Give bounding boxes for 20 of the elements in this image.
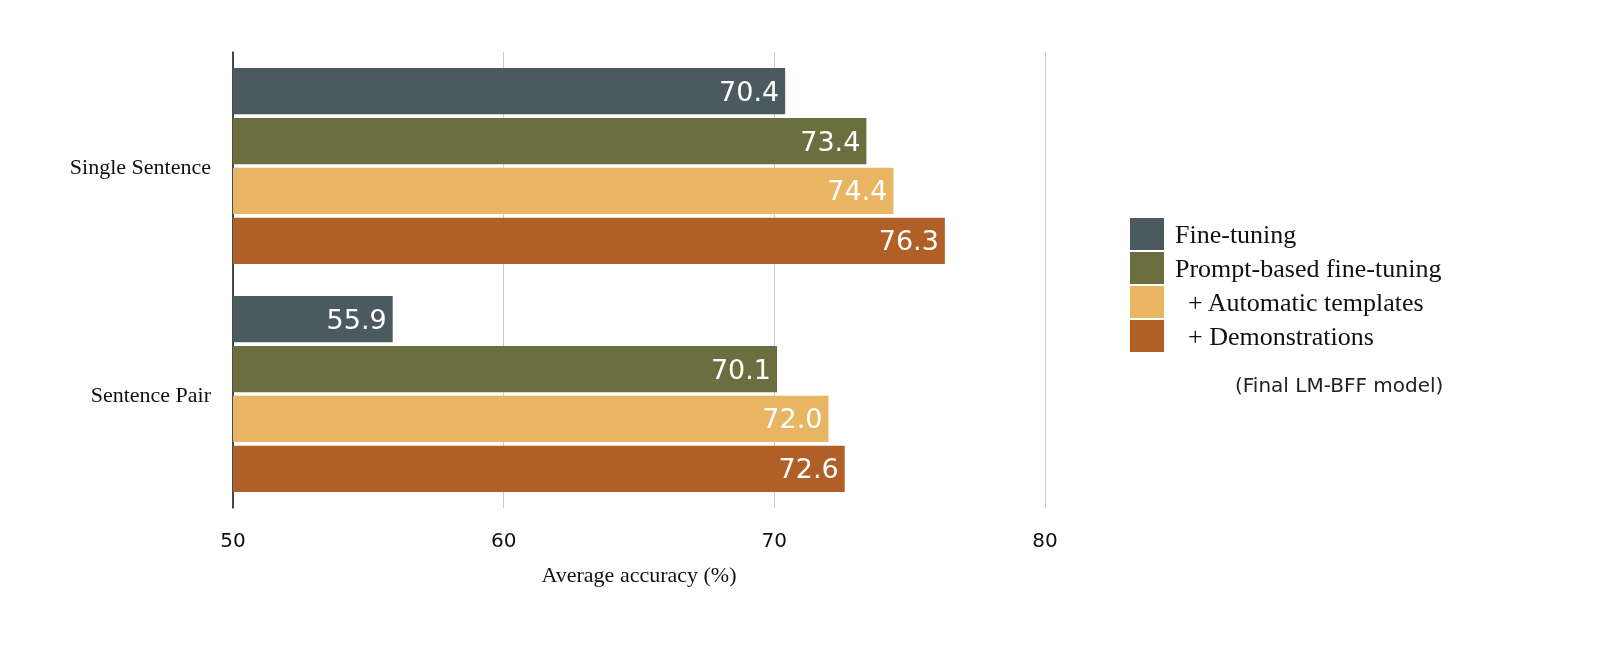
data-label: 72.0 (762, 403, 823, 435)
legend-label: + Demonstrations (1175, 321, 1374, 351)
legend-label: Fine-tuning (1175, 219, 1297, 249)
x-tick-label: 70 (761, 528, 788, 552)
y-tick-label: Sentence Pair (90, 381, 212, 407)
data-label: 74.4 (827, 175, 888, 207)
x-tick-label: 80 (1032, 528, 1058, 552)
text: (Final LM-BFF model) (1235, 373, 1444, 397)
data-label: 76.3 (878, 225, 939, 257)
legend-label: + Automatic templates (1175, 287, 1424, 317)
x-tick-label: 50 (220, 528, 246, 552)
legend-label: Prompt-based fine-tuning (1175, 253, 1442, 283)
data-label: 70.4 (719, 75, 780, 107)
data-label: 55.9 (326, 303, 387, 335)
data-label: 70.1 (710, 353, 772, 385)
x-tick-label: 60 (490, 528, 517, 552)
x-axis-title: Average accuracy (%) (541, 561, 737, 587)
y-tick-label: Single Sentence (69, 153, 211, 179)
data-label: 73.4 (800, 125, 861, 157)
data-label: 72.6 (778, 453, 839, 485)
